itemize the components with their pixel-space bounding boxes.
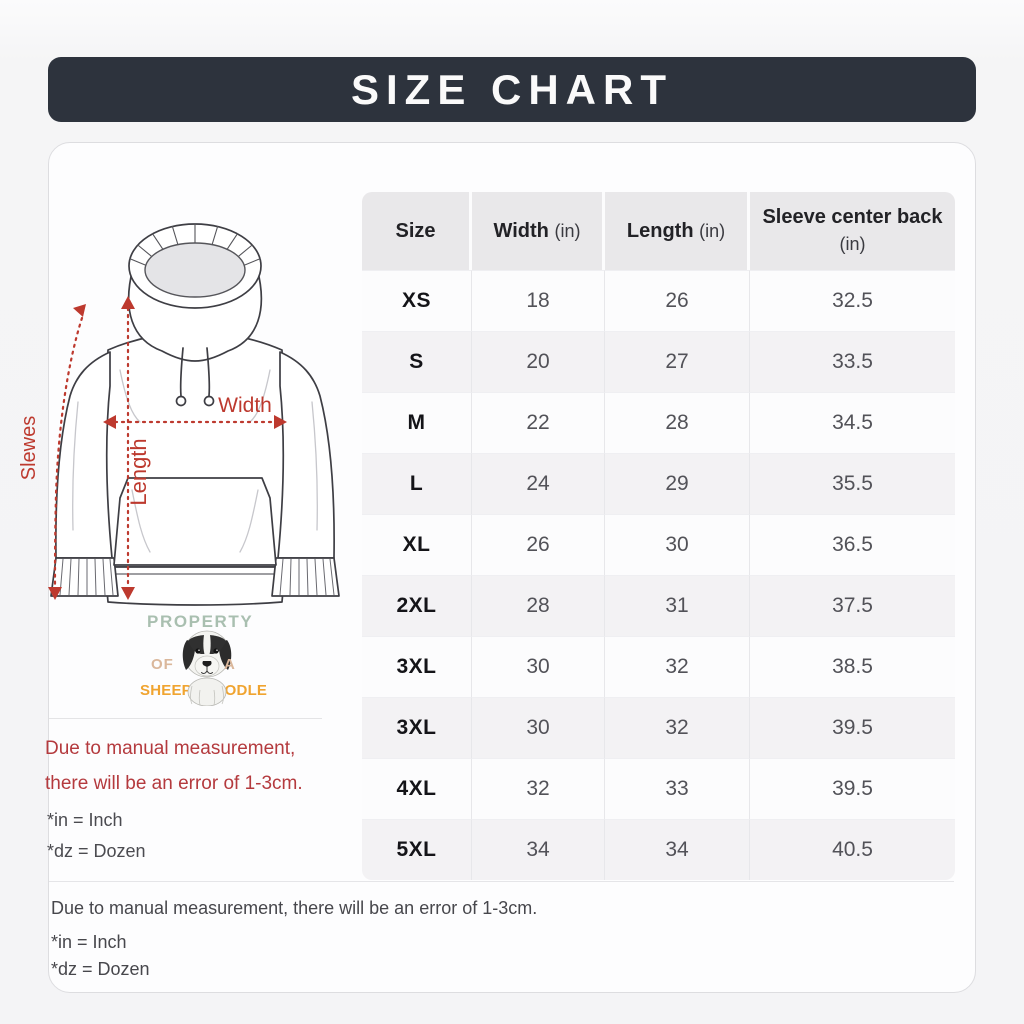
- table-row: XL 26 30 36.5: [362, 514, 955, 575]
- value-cell: 38.5: [750, 636, 955, 697]
- left-panel-divider: [49, 718, 322, 719]
- value-cell: 27: [605, 331, 750, 392]
- hoodie-pocket: [113, 477, 277, 566]
- table-row: 2XL 28 31 37.5: [362, 575, 955, 636]
- value-cell: 22: [472, 392, 605, 453]
- size-cell: M: [362, 392, 472, 453]
- size-cell: 5XL: [362, 819, 472, 880]
- value-cell: 34.5: [750, 392, 955, 453]
- table-row: 4XL 32 33 39.5: [362, 758, 955, 819]
- column-header: Size: [362, 192, 472, 270]
- hoodie-drawing: Width Length Slewes: [18, 223, 340, 606]
- disclaimer-line-2: there will be an error of 1-3cm.: [45, 773, 303, 794]
- value-cell: 33.5: [750, 331, 955, 392]
- size-cell: XL: [362, 514, 472, 575]
- value-cell: 36.5: [750, 514, 955, 575]
- value-cell: 28: [472, 575, 605, 636]
- title-banner: SIZE CHART: [48, 57, 976, 122]
- sheepadoodle-dog-icon: [182, 630, 232, 706]
- value-cell: 33: [605, 758, 750, 819]
- size-table: Size Width (in) Length (in) Sleeve center b…: [362, 192, 955, 880]
- size-table-body: XS 18 26 32.5 S 20 27 33.5 M 22 28 34.5 L 24 29 35.5 XL 2…: [362, 270, 955, 880]
- value-cell: 32: [605, 636, 750, 697]
- hood-drawstring-right: [206, 347, 211, 397]
- value-cell: 30: [472, 697, 605, 758]
- abbreviation-inch: *in = Inch: [47, 810, 123, 830]
- value-cell: 34: [472, 819, 605, 880]
- value-cell: 28: [605, 392, 750, 453]
- value-cell: 24: [472, 453, 605, 514]
- measurement-lines: [53, 306, 277, 590]
- value-cell: 39.5: [750, 758, 955, 819]
- length-label: Length: [126, 438, 151, 505]
- hoodie-hem: [104, 566, 286, 606]
- value-cell: 18: [472, 270, 605, 331]
- footer-abbreviation-dozen: *dz = Dozen: [51, 959, 150, 979]
- width-label: Width: [218, 394, 272, 417]
- value-cell: 31: [605, 575, 750, 636]
- property-watermark: PROPERTY OF A SHEEPADOODLE: [140, 612, 290, 712]
- value-cell: 26: [472, 514, 605, 575]
- disclaimer-line-1: Due to manual measurement,: [45, 738, 296, 759]
- table-row: 3XL 30 32 38.5: [362, 636, 955, 697]
- table-row: S 20 27 33.5: [362, 331, 955, 392]
- value-cell: 29: [605, 453, 750, 514]
- value-cell: 30: [605, 514, 750, 575]
- sleeves-label: Slewes: [20, 416, 40, 480]
- size-cell: XS: [362, 270, 472, 331]
- table-row: 5XL 34 34 40.5: [362, 819, 955, 880]
- value-cell: 39.5: [750, 697, 955, 758]
- hoodie-left-cuff: [50, 557, 119, 597]
- watermark-property-text: PROPERTY: [147, 612, 254, 631]
- measurement-disclaimer: Due to manual measurement, there will be…: [45, 731, 345, 801]
- value-cell: 32: [472, 758, 605, 819]
- size-cell: 3XL: [362, 636, 472, 697]
- value-cell: 34: [605, 819, 750, 880]
- size-cell: 2XL: [362, 575, 472, 636]
- hoodie-left-sleeve: [55, 351, 113, 559]
- abbreviation-dozen: *dz = Dozen: [47, 841, 146, 861]
- wrinkle-lines: [72, 369, 318, 553]
- value-cell: 26: [605, 270, 750, 331]
- footer-abbreviation-inch: *in = Inch: [51, 932, 127, 952]
- sleeve-measure-line: [53, 316, 84, 590]
- watermark-a-text: A: [224, 656, 235, 673]
- value-cell: 32: [605, 697, 750, 758]
- hoodie-right-sleeve: [277, 351, 335, 559]
- watermark-of-text: OF: [151, 656, 174, 673]
- hoodie-diagram: Width Length Slewes: [18, 190, 350, 670]
- table-row: L 24 29 35.5: [362, 453, 955, 514]
- size-cell: 4XL: [362, 758, 472, 819]
- footer-divider: [49, 881, 954, 882]
- hood-drawstring-left: [179, 347, 184, 397]
- value-cell: 32.5: [750, 270, 955, 331]
- value-cell: 40.5: [750, 819, 955, 880]
- table-row: 3XL 30 32 39.5: [362, 697, 955, 758]
- column-header: Width (in): [472, 192, 605, 270]
- measurement-arrowheads-and-labels: Width Length Slewes: [18, 296, 287, 600]
- size-cell: L: [362, 453, 472, 514]
- value-cell: 35.5: [750, 453, 955, 514]
- size-cell: 3XL: [362, 697, 472, 758]
- hoodie-right-cuff: [271, 557, 340, 597]
- size-cell: S: [362, 331, 472, 392]
- column-header: Length (in): [605, 192, 750, 270]
- value-cell: 30: [472, 636, 605, 697]
- table-row: M 22 28 34.5: [362, 392, 955, 453]
- footer-disclaimer: Due to manual measurement, there will be…: [51, 898, 538, 918]
- size-table-header: Size Width (in) Length (in) Sleeve center b…: [362, 192, 955, 270]
- value-cell: 20: [472, 331, 605, 392]
- table-row: XS 18 26 32.5: [362, 270, 955, 331]
- column-header: Sleeve center back (in): [750, 192, 955, 270]
- hood-rim-inner: [144, 242, 246, 298]
- value-cell: 37.5: [750, 575, 955, 636]
- page-title: SIZE CHART: [351, 65, 673, 113]
